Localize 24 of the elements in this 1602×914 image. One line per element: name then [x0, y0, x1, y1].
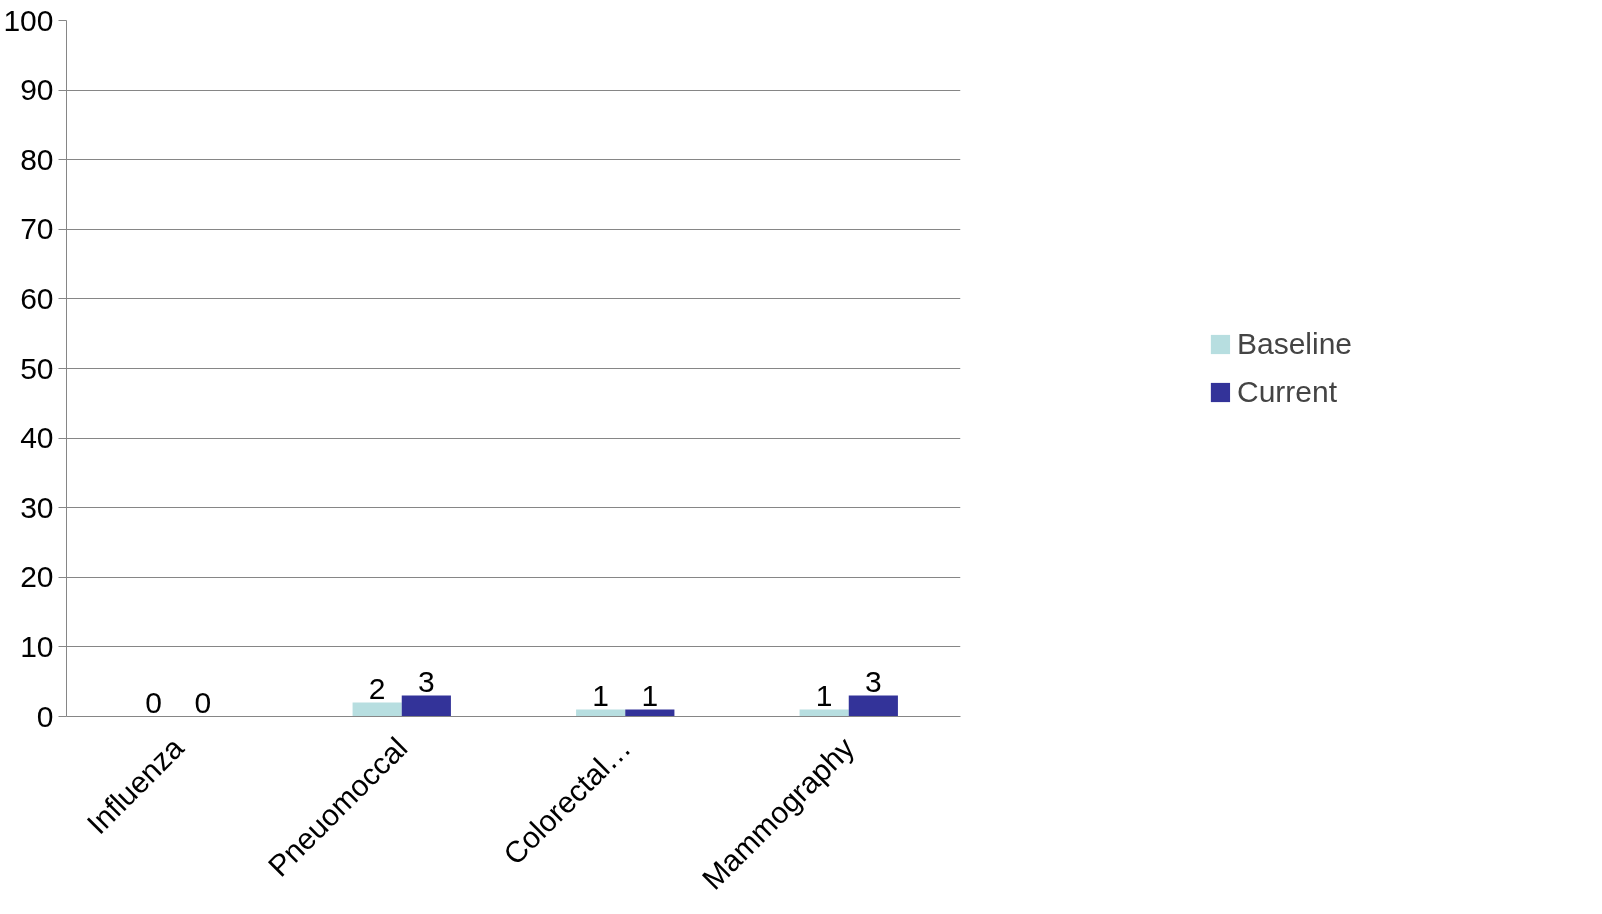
bar: [848, 695, 898, 717]
y-tick-label: 80: [20, 142, 54, 176]
bar: [352, 702, 402, 717]
y-tick-label: 40: [20, 421, 54, 455]
y-tick-label: 60: [20, 281, 54, 315]
data-label: 0: [194, 685, 212, 719]
data-label: 1: [592, 678, 610, 712]
data-label: 2: [368, 671, 386, 705]
y-tick-label: 20: [20, 560, 54, 594]
y-tick-label: 100: [3, 3, 54, 37]
y-tick-label: 10: [20, 629, 54, 663]
y-tick-label: 70: [20, 212, 54, 246]
data-label: 0: [145, 685, 163, 719]
data-label: 1: [641, 678, 659, 712]
y-tick-label: 50: [20, 351, 54, 385]
legend-label: Current: [1236, 375, 1338, 409]
data-label: 3: [417, 664, 435, 698]
data-label: 1: [815, 678, 833, 712]
y-tick-label: 90: [20, 73, 54, 107]
bar: [401, 695, 451, 717]
y-tick-label: 0: [36, 699, 54, 733]
legend-label: Baseline: [1236, 327, 1353, 361]
data-label: 3: [864, 664, 882, 698]
y-tick-label: 30: [20, 490, 54, 524]
